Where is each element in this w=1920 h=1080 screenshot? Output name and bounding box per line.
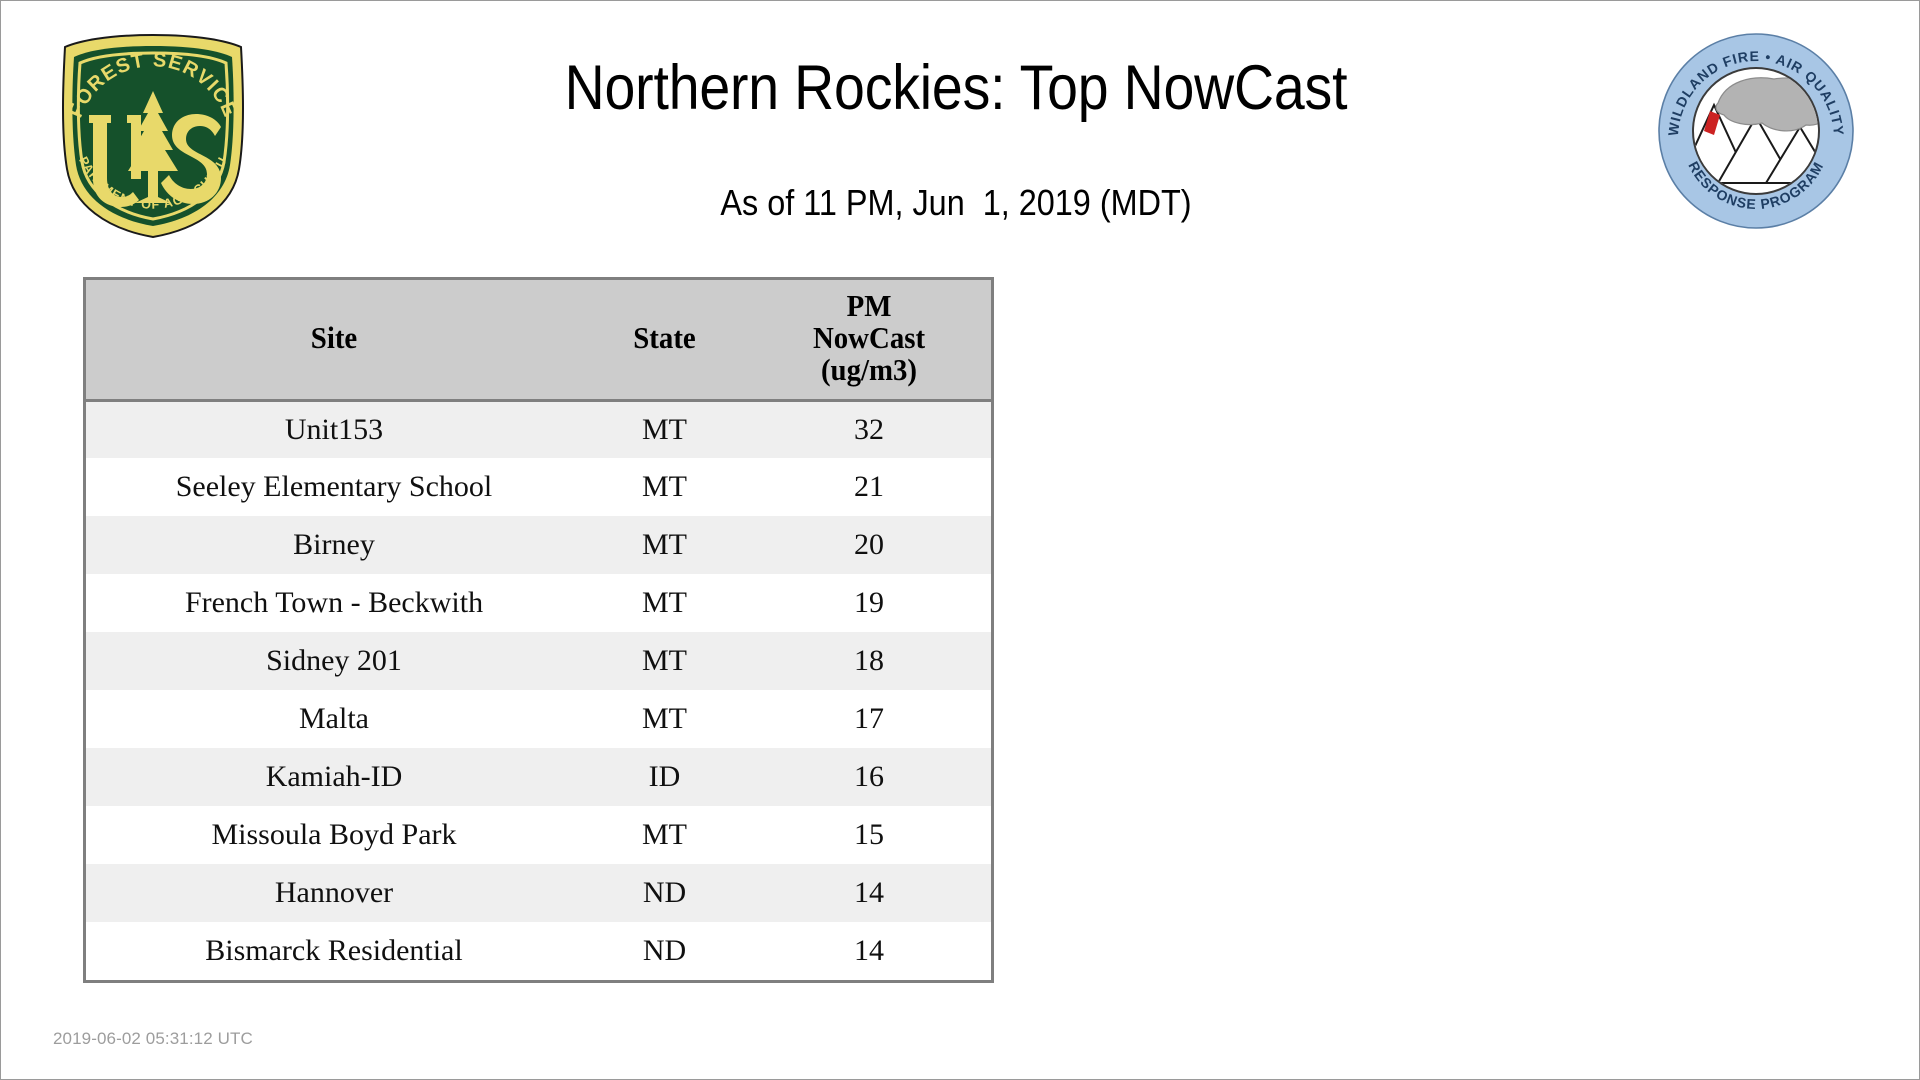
cell-pm-nowcast: 14 <box>854 934 884 967</box>
cell-pm-nowcast: 32 <box>854 412 884 446</box>
cell-pm-nowcast: 15 <box>854 818 884 851</box>
table-body: Unit153 MT 32 Seeley Elementary School MT 21 B… <box>86 400 991 980</box>
cell-state: ND <box>642 876 687 909</box>
cell-state: MT <box>642 702 687 735</box>
cell-site: Unit153 <box>284 412 384 446</box>
column-header-state: State <box>587 280 742 402</box>
cell-state: ND <box>642 934 687 967</box>
page-title: Northern Rockies: Top NowCast <box>564 53 1348 123</box>
cell-site: Sidney 201 <box>266 644 402 677</box>
cell-pm-nowcast: 20 <box>854 528 884 561</box>
column-header-pm-nowcast: PM NowCast (ug/m3) <box>755 280 983 402</box>
cell-site: Kamiah-ID <box>265 760 403 793</box>
table-row: Sidney 201 MT 18 <box>86 632 991 690</box>
cell-pm-nowcast: 14 <box>854 876 884 909</box>
wildland-fire-air-quality-response-program-logo: WILDLAND FIRE • AIR QUALITY RESPONSE PRO… <box>1656 31 1856 231</box>
cell-pm-nowcast: 17 <box>854 702 884 735</box>
cell-state: ID <box>648 760 681 793</box>
table-row: Birney MT 20 <box>86 516 991 574</box>
cell-state: MT <box>642 644 687 677</box>
cell-state: MT <box>642 528 687 561</box>
footer-timestamp: 2019-06-02 05:31:12 UTC <box>53 1029 253 1048</box>
table-row: French Town - Beckwith MT 19 <box>86 574 991 632</box>
table-header-row: Site State PM NowCast (ug/m3) <box>86 280 991 402</box>
usfs-shield-logo: FOREST SERVICE DEPARTMENT OF AGRICULTURE <box>49 29 257 241</box>
table-row: Bismarck Residential ND 14 <box>86 922 991 980</box>
cell-site: Bismarck Residential <box>205 934 463 967</box>
column-header-pm-line2: NowCast <box>812 320 926 356</box>
column-header-site: Site <box>103 280 565 402</box>
column-header-pm-line3: (ug/m3) <box>820 352 918 388</box>
cell-site: Missoula Boyd Park <box>211 818 457 851</box>
table-row: Seeley Elementary School MT 21 <box>86 458 991 516</box>
cell-site: Birney <box>293 528 375 561</box>
cell-pm-nowcast: 21 <box>854 470 884 503</box>
table-row: Kamiah-ID ID 16 <box>86 748 991 806</box>
cell-site: Malta <box>299 702 369 735</box>
cell-pm-nowcast: 16 <box>854 760 884 793</box>
page-subtitle: As of 11 PM, Jun 1, 2019 (MDT) <box>720 182 1192 223</box>
cell-state: MT <box>642 412 687 446</box>
nowcast-table: Site State PM NowCast (ug/m3) Unit153 MT 3… <box>83 277 994 983</box>
cell-state: MT <box>642 586 687 619</box>
table-row: Unit153 MT 32 <box>86 400 991 458</box>
cell-state: MT <box>642 470 687 503</box>
cell-site: French Town - Beckwith <box>184 586 484 619</box>
cell-pm-nowcast: 19 <box>854 586 884 619</box>
cell-site: Hannover <box>274 876 394 909</box>
table-row: Missoula Boyd Park MT 15 <box>86 806 991 864</box>
column-header-pm-line1: PM <box>846 288 892 324</box>
cell-pm-nowcast: 18 <box>854 644 884 677</box>
cell-site: Seeley Elementary School <box>175 470 493 503</box>
table-row: Malta MT 17 <box>86 690 991 748</box>
cell-state: MT <box>642 818 687 851</box>
table-row: Hannover ND 14 <box>86 864 991 922</box>
